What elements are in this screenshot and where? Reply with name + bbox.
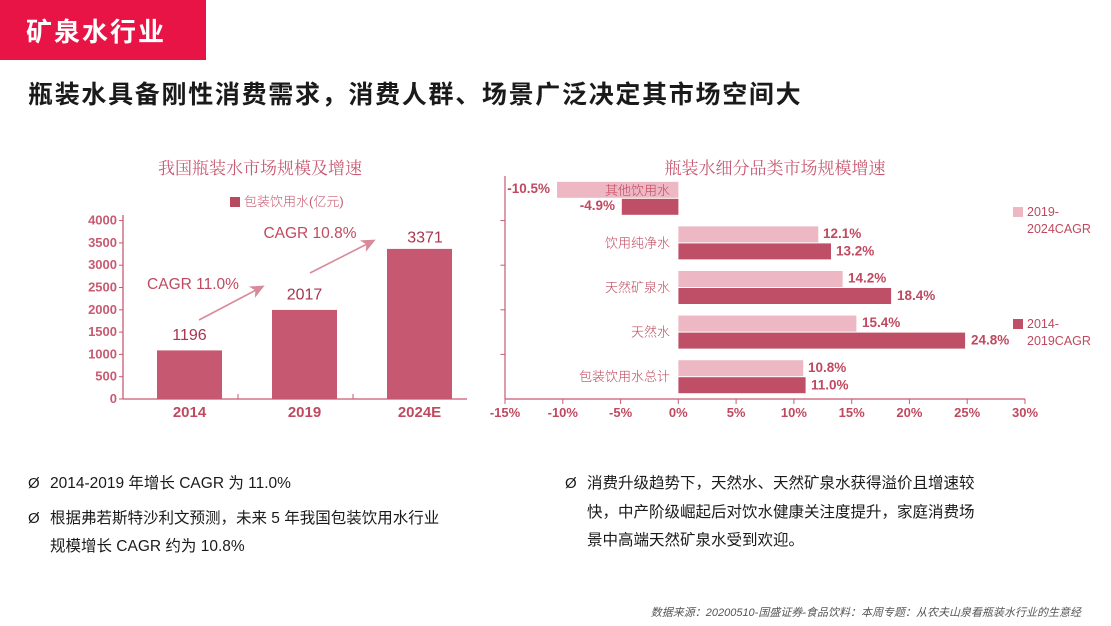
svg-text:CAGR 11.0%: CAGR 11.0% (147, 276, 239, 293)
svg-text:2014-: 2014- (1027, 317, 1059, 331)
svg-text:15%: 15% (839, 405, 865, 420)
svg-text:1196: 1196 (172, 327, 207, 344)
svg-text:-4.9%: -4.9% (580, 198, 615, 213)
svg-text:18.4%: 18.4% (897, 288, 935, 303)
svg-text:饮用纯净水: 饮用纯净水 (605, 235, 670, 250)
svg-text:天然水: 天然水 (631, 325, 670, 340)
svg-text:24.8%: 24.8% (971, 333, 1009, 348)
svg-text:2017: 2017 (287, 287, 323, 304)
svg-text:3500: 3500 (88, 235, 117, 250)
svg-text:0: 0 (110, 391, 117, 406)
svg-text:30%: 30% (1012, 405, 1038, 420)
svg-text:包装饮用水(亿元): 包装饮用水(亿元) (244, 194, 344, 209)
svg-text:2019: 2019 (288, 404, 321, 420)
svg-text:4000: 4000 (88, 213, 117, 228)
svg-text:10%: 10% (781, 405, 807, 420)
svg-text:13.2%: 13.2% (836, 243, 874, 258)
svg-text:其他饮用水: 其他饮用水 (605, 183, 670, 198)
svg-text:11.0%: 11.0% (811, 377, 849, 392)
svg-text:天然矿泉水: 天然矿泉水 (605, 280, 670, 295)
svg-text:500: 500 (95, 369, 117, 384)
svg-text:-10.5%: -10.5% (507, 181, 550, 196)
svg-text:1000: 1000 (88, 346, 117, 361)
svg-text:-5%: -5% (609, 405, 633, 420)
svg-text:2014: 2014 (173, 404, 207, 420)
svg-text:2024CAGR: 2024CAGR (1027, 222, 1091, 236)
svg-text:5%: 5% (727, 405, 746, 420)
svg-text:3000: 3000 (88, 257, 117, 272)
svg-text:0%: 0% (669, 405, 688, 420)
svg-text:25%: 25% (954, 405, 980, 420)
svg-text:包装饮用水总计: 包装饮用水总计 (579, 369, 670, 384)
svg-text:15.4%: 15.4% (862, 315, 900, 330)
svg-text:10.8%: 10.8% (808, 360, 846, 375)
svg-text:2000: 2000 (88, 302, 117, 317)
svg-text:-15%: -15% (490, 405, 521, 420)
svg-text:12.1%: 12.1% (823, 226, 861, 241)
svg-text:14.2%: 14.2% (848, 271, 886, 286)
svg-text:2019-: 2019- (1027, 205, 1059, 219)
svg-text:20%: 20% (896, 405, 922, 420)
svg-text:-10%: -10% (548, 405, 579, 420)
svg-text:2024E: 2024E (398, 404, 441, 420)
svg-text:CAGR 10.8%: CAGR 10.8% (263, 225, 356, 242)
svg-text:1500: 1500 (88, 324, 117, 339)
svg-text:2019CAGR: 2019CAGR (1027, 334, 1091, 348)
svg-text:2500: 2500 (88, 280, 117, 295)
svg-text:3371: 3371 (407, 230, 443, 247)
